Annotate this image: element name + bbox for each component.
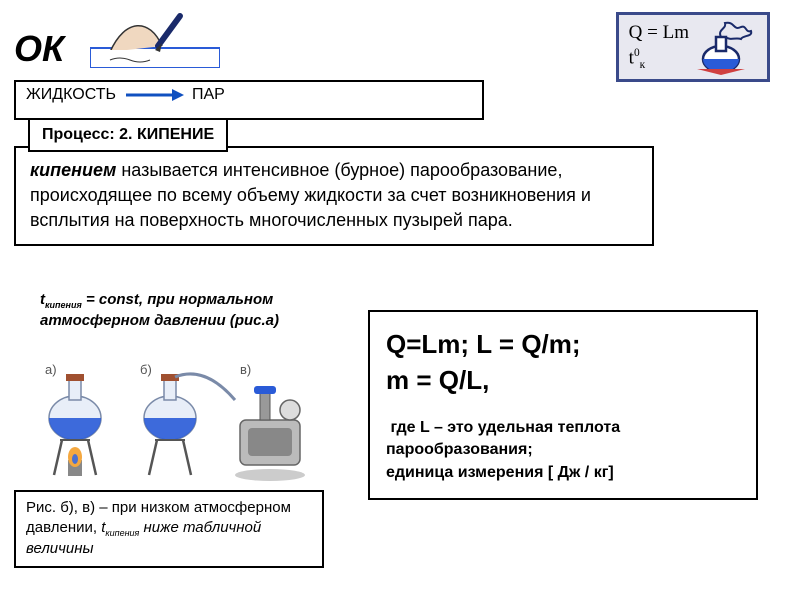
definition-term: кипением (30, 160, 116, 180)
formula-eq2: m = Q/L, (386, 362, 740, 398)
liquid-label: ЖИДКОСТЬ (26, 86, 116, 104)
desc-unit: единица измерения [ Дж / кг] (386, 462, 740, 484)
formula-corner-box: Q = Lm t0к (616, 12, 770, 82)
figure-note-box: Рис. б), в) – при низком атмосферном дав… (14, 490, 324, 568)
process-label: Процесс: (42, 126, 115, 143)
liquid-vapor-box: ЖИДКОСТЬ ПАР (14, 80, 484, 120)
const-note: tкипения = const, при нормальном атмосфе… (40, 290, 320, 331)
formula-q-lm: Q = Lm (629, 21, 689, 46)
flasks-figure: а) б) в) (30, 360, 330, 490)
definition-box: кипением называется интенсивное (бурное)… (14, 146, 654, 246)
formula-tk: t0к (629, 46, 646, 73)
vapor-label: ПАР (192, 86, 225, 104)
arrow-icon (124, 87, 184, 103)
fig-v-label: в) (240, 362, 251, 377)
formula-eq1: Q=Lm; L = Q/m; (386, 326, 740, 362)
page-title: ОК (14, 28, 64, 70)
process-text: 2. КИПЕНИЕ (119, 126, 214, 143)
hand-writing-icon (90, 8, 220, 73)
fig-b-label: б) (140, 362, 152, 377)
fig-a-label: а) (45, 362, 57, 377)
desc-lead: где L – это (390, 419, 477, 436)
formula-main-box: Q=Lm; L = Q/m; m = Q/L, где L – это удел… (368, 310, 758, 500)
process-box: Процесс: 2. КИПЕНИЕ (28, 118, 228, 152)
flask-steam-icon (697, 19, 757, 75)
